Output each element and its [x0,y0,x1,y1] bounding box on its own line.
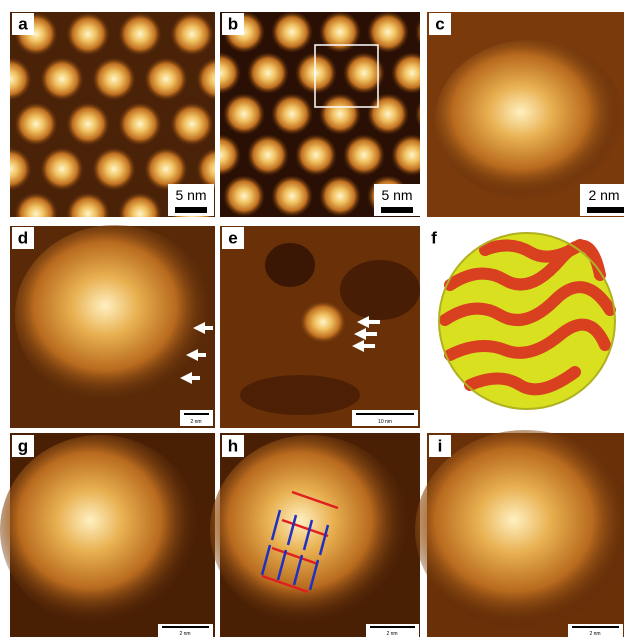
panel-label: e [228,228,237,247]
scale-bar-label: 2 nm [588,187,619,203]
panel-label: g [18,436,28,455]
panel-label: f [431,228,437,247]
panel-d [10,225,215,428]
scale-bar-label: 5 nm [175,187,206,203]
panel-i [415,430,624,637]
figure: a b c d e f g h i 5 nm 5 nm 2 nm 2 nm 10… [0,0,624,637]
scale-bar-label: 2 nm [386,631,397,637]
scale-bar-label: 5 nm [381,187,412,203]
panel-label: b [228,14,238,33]
scale-bar-label: 2 nm [589,631,600,637]
scale-bar-label: 2 nm [190,419,201,425]
panel-f [439,233,615,409]
scale-bar-label: 10 nm [378,419,392,425]
scale-bar-label: 2 nm [179,631,190,637]
panel-h [210,433,420,637]
panel-g [0,433,215,637]
panel-label: h [228,436,238,455]
panel-label: d [18,228,28,247]
panel-label: a [18,14,28,33]
panel-label: i [438,436,443,455]
panel-label: c [435,14,444,33]
panel-e [220,226,420,428]
